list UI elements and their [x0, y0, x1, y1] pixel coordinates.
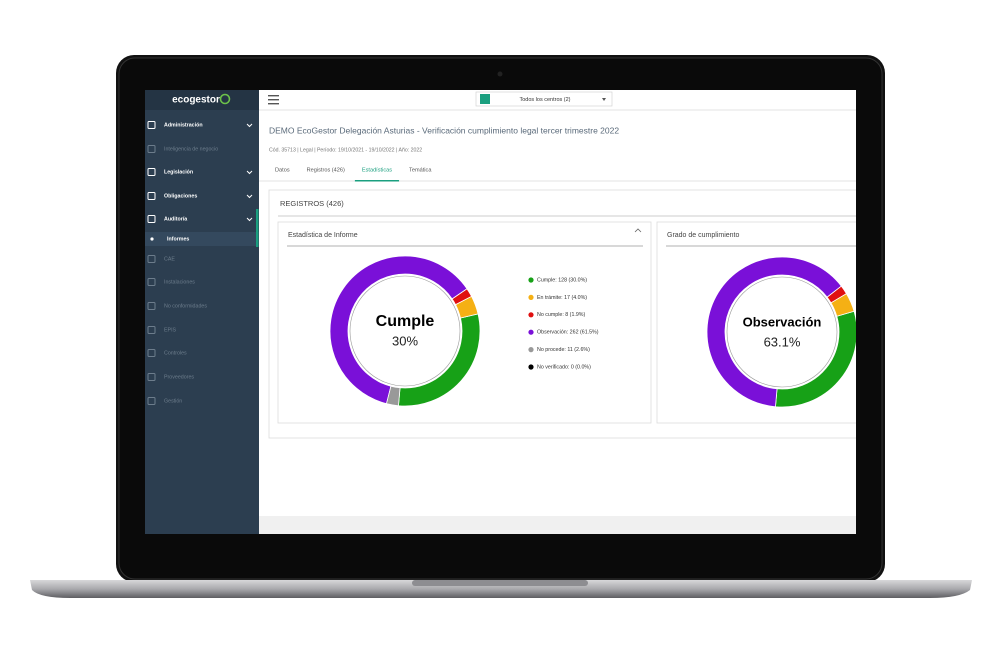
legend-swatch — [528, 364, 534, 370]
legend-label: No cumple: 8 (1.9%) — [537, 312, 586, 318]
chevron — [246, 123, 253, 128]
legend-label: No verificado: 0 (0.0%) — [537, 364, 591, 370]
legend-label: Observación: 262 (61.5%) — [537, 330, 599, 336]
chevron — [246, 194, 253, 199]
sidebar-label: Gestión — [164, 398, 182, 404]
page-subtitle: Cód. 35713 | Legal | Período: 19/10/2021… — [269, 147, 422, 153]
sidebar-label: Inteligencia de negocio — [164, 146, 218, 152]
donut-segment — [385, 385, 401, 407]
center-selector[interactable]: Todos los centros (2) — [475, 91, 613, 107]
legend-swatch — [528, 294, 534, 300]
sidebar-label: Administración — [164, 122, 203, 128]
sidebar-item[interactable]: Obligaciones — [147, 192, 253, 200]
sidebar-item[interactable]: Legislación — [147, 168, 253, 176]
sidebar-item[interactable]: Instalaciones — [147, 278, 195, 286]
chart-title: Grado de cumplimiento — [667, 232, 739, 239]
menu-line — [268, 99, 279, 101]
sidebar-icon — [147, 278, 156, 286]
tab[interactable]: Registros (426) — [307, 167, 345, 173]
sidebar-item[interactable]: Proveedores — [147, 373, 194, 381]
donut-segment — [706, 256, 842, 408]
footer — [259, 516, 856, 534]
legend-label: Cumple: 128 (30.0%) — [537, 277, 587, 283]
logo-icon — [219, 93, 231, 105]
chevron — [246, 170, 253, 175]
screen: ecogestor Todos los centros (2) DEMO Eco… — [145, 90, 856, 534]
sidebar-item[interactable]: EPIS — [147, 326, 177, 334]
legend-swatch — [528, 347, 534, 353]
sidebar-icon — [147, 192, 156, 200]
donut-segment — [329, 255, 468, 405]
logo: ecogestor — [172, 95, 220, 106]
center-value: 30% — [392, 333, 418, 348]
center-label: Cumple — [376, 313, 435, 330]
sidebar-icon — [147, 302, 156, 310]
section-title: REGISTROS (426) — [280, 199, 344, 208]
sidebar-icon — [147, 168, 156, 176]
collapse-icon[interactable] — [634, 228, 642, 233]
sidebar-icon — [147, 349, 156, 357]
sidebar-item[interactable]: Controles — [147, 349, 187, 357]
page-title: DEMO EcoGestor Delegación Asturias - Ver… — [269, 125, 619, 135]
sidebar-icon — [147, 397, 156, 405]
sidebar-item[interactable]: Administración — [147, 121, 253, 129]
sidebar-label: Obligaciones — [164, 193, 197, 199]
tab-underline — [354, 180, 400, 182]
home-icon — [480, 94, 490, 104]
center-label: Observación — [743, 314, 822, 329]
chart-title: Estadística de Informe — [288, 232, 358, 239]
sidebar-label: Informes — [167, 236, 189, 242]
sidebar-icon — [147, 145, 156, 153]
legend-swatch — [528, 312, 534, 318]
selector-box — [475, 91, 613, 107]
laptop-base — [30, 580, 972, 598]
sidebar-label: Controles — [164, 350, 187, 356]
sidebar-label: Auditoría — [164, 216, 187, 222]
sidebar-item[interactable]: No conformidades — [147, 302, 207, 310]
tab[interactable]: Temática — [409, 167, 432, 173]
sidebar-icon — [147, 121, 156, 129]
tab[interactable]: Datos — [275, 167, 290, 173]
sidebar-label: Instalaciones — [164, 279, 195, 285]
menu-button[interactable] — [268, 95, 279, 105]
selected-bg — [145, 232, 259, 246]
sidebar-icon — [147, 215, 156, 223]
legend-label: En trámite: 17 (4.0%) — [537, 295, 587, 301]
camera — [497, 71, 503, 77]
sidebar-icon — [147, 255, 156, 263]
sidebar-accent — [256, 209, 259, 247]
sidebar-label: EPIS — [164, 327, 177, 333]
inner-ring — [349, 275, 461, 387]
sidebar-label: Proveedores — [164, 374, 194, 380]
chevron — [246, 217, 253, 222]
sidebar-icon — [147, 373, 156, 381]
sidebar-item[interactable]: Auditoría — [147, 215, 253, 223]
legend-swatch — [528, 329, 534, 335]
inner-ring — [726, 276, 838, 388]
legend-label: No procede: 11 (2.6%) — [537, 347, 590, 353]
bullet — [150, 237, 154, 241]
sidebar-item[interactable]: Informes — [145, 232, 259, 246]
legend-swatch — [528, 277, 534, 283]
sidebar-label: CAE — [164, 256, 175, 262]
notch — [412, 580, 588, 586]
menu-line — [268, 103, 279, 105]
sidebar — [145, 90, 259, 534]
sidebar-label: Legislación — [164, 169, 193, 175]
sidebar-icon — [147, 326, 156, 334]
sidebar-label: No conformidades — [164, 303, 207, 309]
caret — [602, 98, 606, 101]
tab[interactable]: Estadísticas — [362, 167, 392, 173]
selector-text: Todos los centros (2) — [519, 97, 570, 103]
menu-line — [268, 95, 279, 97]
sidebar-item[interactable]: CAE — [147, 255, 175, 263]
logo-bar — [145, 90, 259, 110]
sidebar-item[interactable]: Gestión — [147, 397, 182, 405]
center-value: 63.1% — [764, 334, 801, 349]
sidebar-item[interactable]: Inteligencia de negocio — [147, 145, 218, 153]
